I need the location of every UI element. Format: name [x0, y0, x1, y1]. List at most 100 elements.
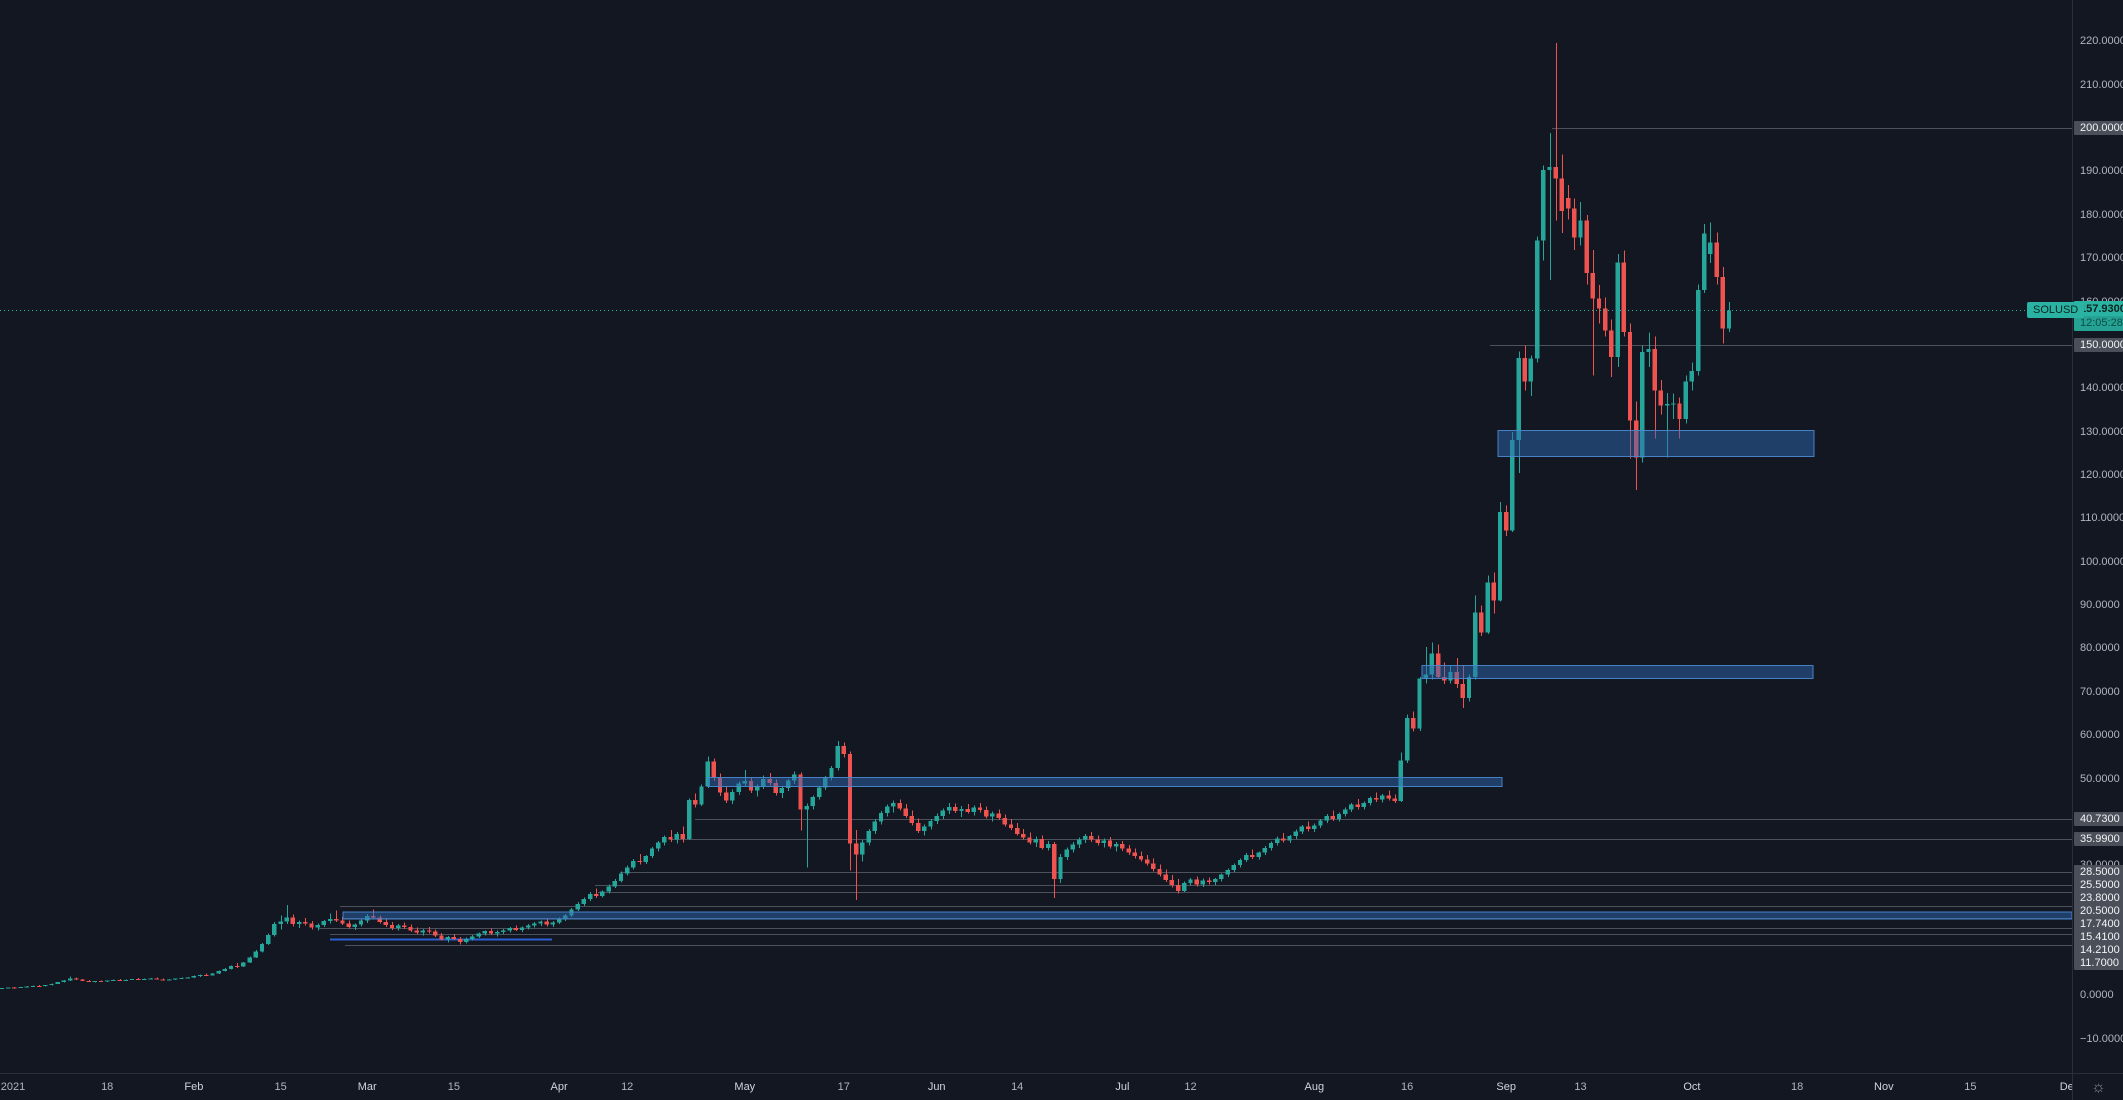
candle-up — [804, 806, 809, 810]
candle-up — [358, 920, 364, 925]
candle-up — [18, 987, 23, 989]
candle-up — [259, 944, 265, 952]
candle-up — [476, 933, 481, 937]
price-tick-label: 170.0000 — [2080, 252, 2123, 265]
candle-up — [1528, 358, 1534, 382]
time-tick-label: Feb — [184, 1081, 204, 1093]
price-tick-label: 80.0000 — [2080, 642, 2120, 655]
price-level-chip: 15.4100 — [2074, 929, 2123, 944]
candle-up — [550, 922, 556, 925]
candle-down — [389, 925, 395, 929]
candle-down — [1627, 331, 1633, 421]
price-level-chip: 200.0000 — [2074, 121, 2123, 135]
price-level-chip: 28.5000 — [2074, 864, 2123, 879]
price-tick-label: 110.0000 — [2080, 512, 2123, 525]
zone-zone-128[interactable] — [1497, 429, 1815, 458]
price-tick-label: 0.0000 — [2080, 989, 2114, 1002]
price-tick-label: 210.0000 — [2080, 78, 2123, 91]
candle-down — [1479, 612, 1484, 633]
time-tick-label: Dec — [2059, 1081, 2072, 1093]
candle-up — [872, 821, 877, 831]
time-axis[interactable]: 2021 18 Feb 15 Mar 15 Apr 12 May 17 Jun 14 Jul 12 Aug 1… — [0, 1073, 2072, 1100]
candle-up — [1380, 795, 1385, 800]
candle-up — [1058, 856, 1063, 880]
candle-up — [563, 915, 568, 920]
candle-up — [111, 980, 116, 982]
candle-up — [1076, 839, 1082, 845]
candle-up — [67, 978, 73, 981]
zone-zone-75[interactable] — [1421, 664, 1814, 680]
sun-icon[interactable]: ☼ — [2091, 1078, 2106, 1096]
price-level-chip: 20.5000 — [2074, 903, 2123, 918]
candle-up — [1547, 167, 1552, 171]
candle-up — [655, 842, 661, 849]
candle-down — [1572, 208, 1577, 238]
current-price-value: 157.9300 — [2074, 301, 2123, 317]
candle-up — [990, 813, 995, 817]
candle-down — [86, 980, 91, 982]
candle-up — [1708, 242, 1713, 255]
price-axis[interactable]: 220.0000 210.0000 200.0000 190.0000 180.0000… — [2072, 0, 2123, 1073]
candle-down — [717, 777, 723, 793]
candle-down — [953, 807, 958, 811]
candle-up — [92, 981, 98, 983]
candle-up — [166, 979, 172, 981]
chart-canvas[interactable] — [0, 0, 2072, 1073]
time-tick-label: Jun — [927, 1081, 946, 1093]
candle-up — [1045, 843, 1051, 848]
candle-down — [1126, 848, 1131, 853]
candle-up — [55, 982, 60, 984]
candle-up — [495, 931, 500, 934]
candle-up — [699, 786, 704, 805]
candle-up — [123, 979, 128, 981]
candle-down — [513, 928, 518, 930]
candle-up — [1318, 820, 1323, 826]
candle-up — [928, 820, 933, 827]
candle-down — [1330, 815, 1336, 819]
price-level-chip: 11.7000 — [2074, 955, 2123, 970]
candle-down — [1677, 403, 1682, 419]
candle-up — [1695, 290, 1701, 371]
candle-down — [1553, 167, 1558, 179]
candle-up — [730, 791, 735, 801]
candle-up — [1083, 836, 1088, 840]
candle-down — [346, 923, 351, 927]
candle-down — [1194, 879, 1199, 885]
candle-up — [581, 899, 587, 904]
candle-up — [464, 938, 469, 942]
price-tick-label: 220.0000 — [2080, 35, 2123, 48]
candle-up — [43, 985, 48, 987]
candle-down — [1454, 672, 1459, 684]
candle-up — [321, 921, 327, 926]
candle-up — [278, 921, 283, 925]
candle-down — [1107, 840, 1113, 847]
candle-up — [1101, 840, 1107, 844]
candle-up — [501, 930, 506, 932]
candle-down — [488, 931, 494, 934]
candle-up — [1256, 852, 1261, 857]
candle-down — [1250, 854, 1255, 857]
candle-up — [420, 930, 426, 933]
price-level-chip: 150.0000 — [2074, 337, 2123, 352]
candle-up — [1683, 381, 1688, 419]
candle-down — [235, 966, 240, 968]
candle-up — [643, 856, 648, 863]
candle-up — [1367, 797, 1373, 803]
candle-down — [711, 761, 717, 778]
candle-down — [897, 803, 902, 809]
zone-zone-50[interactable] — [707, 777, 1503, 788]
candle-down — [80, 979, 85, 981]
candle-up — [810, 797, 816, 807]
candle-up — [1274, 838, 1280, 844]
candle-down — [767, 778, 772, 784]
candle-up — [705, 761, 710, 787]
candle-up — [600, 891, 605, 896]
symbol-price-flag: SOLUSD — [2027, 302, 2085, 319]
zone-demand-band-low[interactable] — [342, 911, 2072, 920]
candle-up — [1398, 760, 1404, 802]
candle-down — [1565, 197, 1571, 209]
candle-up — [1324, 815, 1329, 821]
candle-up — [30, 985, 36, 987]
price-tick-label: 120.0000 — [2080, 468, 2123, 481]
